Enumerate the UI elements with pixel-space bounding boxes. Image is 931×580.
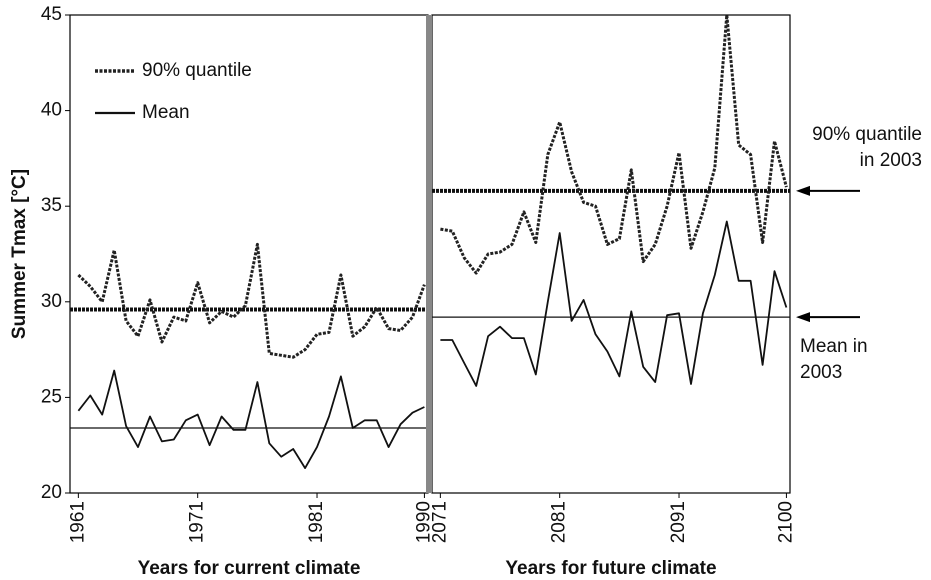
x-tick-label: 2071: [429, 501, 450, 543]
annotation-arrowhead: [796, 312, 810, 323]
annotation: Mean in: [800, 336, 868, 357]
series-line: [77, 242, 426, 359]
y-tick-label: 30: [41, 291, 62, 312]
x-axis-title: Years for future climate: [505, 558, 716, 579]
series-line: [77, 369, 425, 469]
x-tick-label: 2081: [549, 501, 570, 543]
series-line: [440, 220, 788, 387]
legend-label: 90% quantile: [142, 60, 252, 81]
plot-frame: [431, 14, 791, 494]
annotation: in 2003: [860, 150, 922, 171]
x-tick-label: 1961: [67, 501, 88, 543]
y-tick-label: 25: [41, 386, 62, 407]
x-tick-label: 1990: [413, 501, 434, 543]
y-tick-label: 40: [41, 100, 62, 121]
y-axis-title: Summer Tmax [°C]: [9, 169, 30, 339]
x-tick-label: 2100: [775, 501, 796, 543]
x-tick-label: 1971: [187, 501, 208, 543]
series-line: [440, 13, 788, 275]
annotation-arrowhead: [796, 185, 810, 196]
x-tick-label: 2091: [668, 501, 689, 543]
x-axis-title: Years for current climate: [138, 558, 361, 579]
x-tick-label: 1981: [306, 501, 327, 543]
annotation: 2003: [800, 362, 842, 383]
y-tick-label: 20: [41, 482, 62, 503]
y-tick-label: 45: [41, 4, 62, 25]
y-tick-label: 35: [41, 195, 62, 216]
panel-separator: [426, 15, 432, 493]
legend-label: Mean: [142, 102, 190, 123]
annotation: 90% quantile: [812, 124, 922, 145]
plot-frame: [69, 14, 429, 494]
